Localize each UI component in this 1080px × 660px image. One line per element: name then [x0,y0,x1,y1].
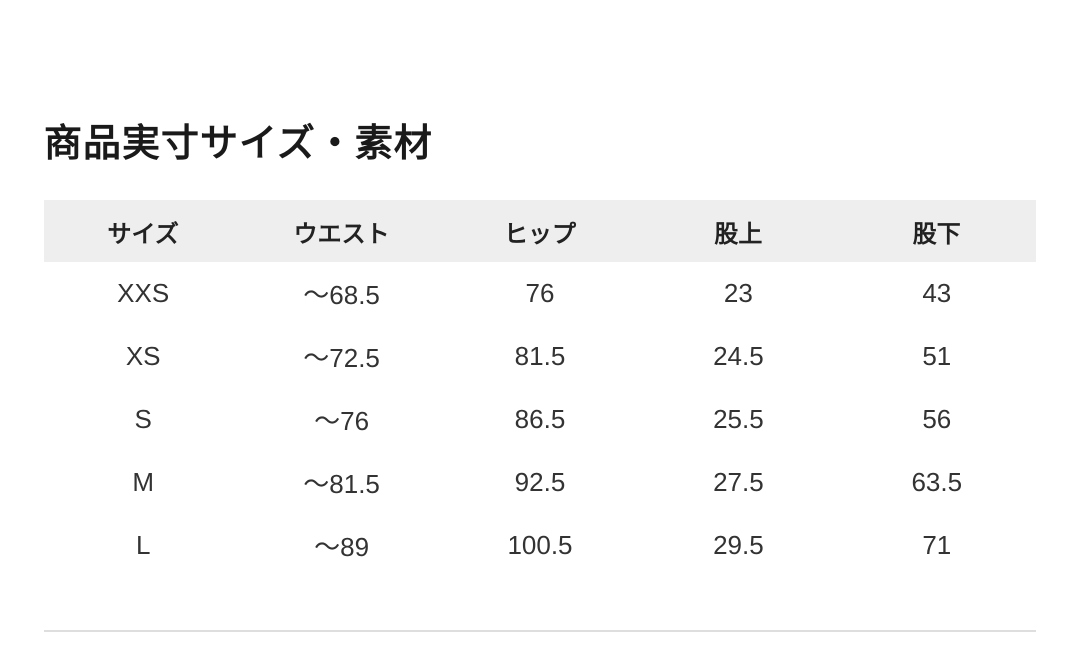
cell-hip: 86.5 [514,404,566,434]
table-row: L 〜89 100.5 29.5 71 [44,514,1036,577]
cell-rise: 29.5 [713,530,764,560]
cell-hip: 92.5 [514,467,566,497]
cell-size: XXS [117,278,170,308]
cell-size: L [135,530,151,560]
divider [44,630,1036,632]
cell-rise: 24.5 [713,341,764,371]
cell-rise: 23 [723,278,753,308]
cell-hip: 76 [525,278,555,308]
table-row: XS 〜72.5 81.5 24.5 51 [44,325,1036,388]
cell-inseam: 56 [922,404,952,434]
cell-waist: 〜89 [314,532,370,562]
cell-rise: 25.5 [713,404,764,434]
table-row: M 〜81.5 92.5 27.5 63.5 [44,451,1036,514]
page-title: 商品実寸サイズ・素材 [44,123,433,165]
header-inseam: 股下 [837,200,1036,262]
header-size: サイズ [44,200,243,262]
cell-inseam: 63.5 [911,467,963,497]
size-table: サイズ ウエスト ヒップ 股上 股下 XXS 〜68.5 76 23 43 XS 〜72.5… [44,200,1036,577]
table-row: XXS 〜68.5 76 23 43 [44,262,1036,325]
header-rise: 股上 [639,200,838,262]
cell-rise: 27.5 [713,467,764,497]
cell-hip: 81.5 [514,341,566,371]
header-waist: ウエスト [242,200,441,262]
cell-size: XS [125,341,161,371]
cell-hip: 100.5 [507,530,573,560]
table-row: S 〜76 86.5 25.5 56 [44,388,1036,451]
cell-inseam: 71 [922,530,952,560]
cell-waist: 〜81.5 [303,469,380,499]
cell-waist: 〜68.5 [303,280,380,310]
cell-inseam: 51 [922,341,952,371]
cell-size: M [132,467,155,497]
cell-inseam: 43 [922,278,952,308]
cell-waist: 〜72.5 [303,343,380,373]
cell-size: S [134,404,152,434]
header-hip: ヒップ [440,200,640,262]
cell-waist: 〜76 [314,406,370,436]
table-header-row: サイズ ウエスト ヒップ 股上 股下 [44,200,1036,262]
